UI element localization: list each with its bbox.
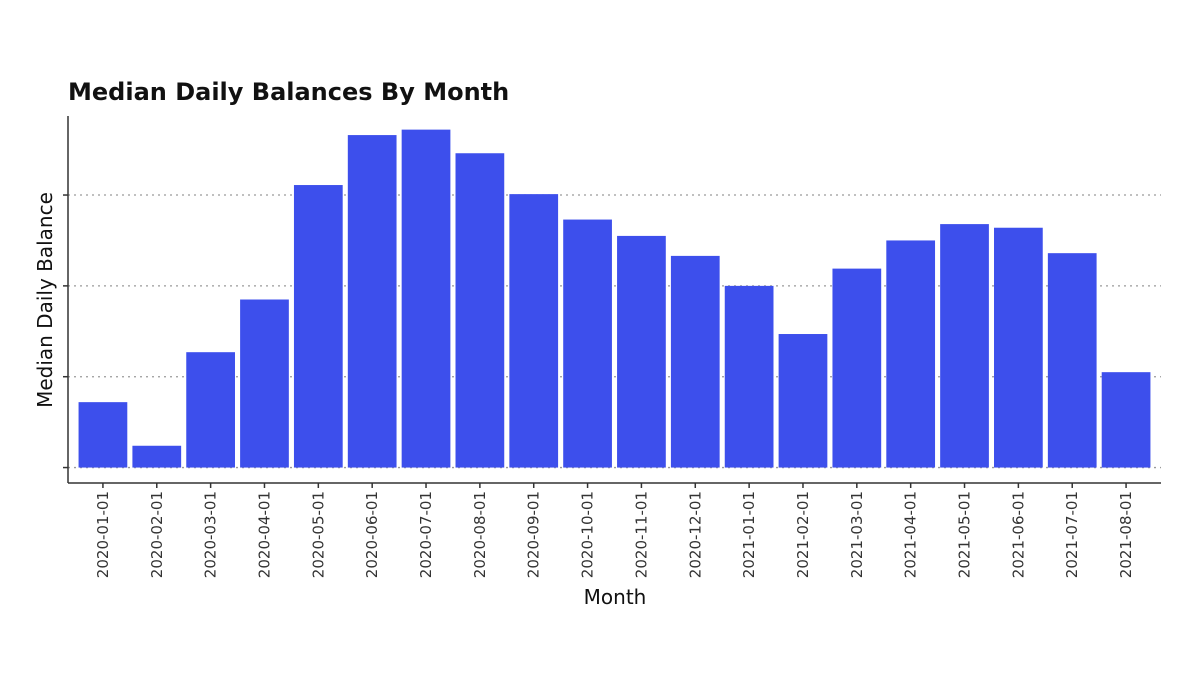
x-tick-label-2021-04-01: 2021-04-01 bbox=[902, 491, 920, 578]
bar-2020-06-01 bbox=[347, 135, 397, 468]
bar-2020-02-01 bbox=[132, 445, 182, 468]
x-tick-label-2021-07-01: 2021-07-01 bbox=[1063, 491, 1081, 578]
x-tick-label-2020-03-01: 2020-03-01 bbox=[202, 491, 220, 578]
x-tick-label-2020-12-01: 2020-12-01 bbox=[686, 491, 704, 578]
bar-2021-02-01 bbox=[778, 334, 828, 468]
y-axis-label: Median Daily Balance bbox=[33, 192, 57, 408]
x-tick-label-2021-08-01: 2021-08-01 bbox=[1117, 491, 1135, 578]
chart-title: Median Daily Balances By Month bbox=[68, 78, 509, 106]
bar-2020-07-01 bbox=[401, 129, 451, 468]
x-tick-label-2021-06-01: 2021-06-01 bbox=[1009, 491, 1027, 578]
bar-2020-12-01 bbox=[670, 255, 720, 468]
x-tick-label-2021-01-01: 2021-01-01 bbox=[740, 491, 758, 578]
x-tick-label-2020-08-01: 2020-08-01 bbox=[471, 491, 489, 578]
x-axis-label: Month bbox=[584, 585, 647, 609]
x-tick-label-2020-11-01: 2020-11-01 bbox=[632, 491, 650, 578]
x-tick-label-2020-07-01: 2020-07-01 bbox=[417, 491, 435, 578]
axes bbox=[63, 116, 1161, 488]
bar-2020-03-01 bbox=[186, 352, 235, 468]
bar-2021-04-01 bbox=[886, 240, 936, 468]
bar-2021-05-01 bbox=[940, 224, 989, 468]
x-tick-label-2021-02-01: 2021-02-01 bbox=[794, 491, 812, 578]
x-tick-label-2020-02-01: 2020-02-01 bbox=[148, 491, 166, 578]
x-tick-label-2020-06-01: 2020-06-01 bbox=[363, 491, 381, 578]
x-tick-label-2020-01-01: 2020-01-01 bbox=[94, 491, 112, 578]
x-tick-label-2021-03-01: 2021-03-01 bbox=[848, 491, 866, 578]
x-tick-label-2021-05-01: 2021-05-01 bbox=[956, 491, 974, 578]
x-tick-label-2020-05-01: 2020-05-01 bbox=[309, 491, 327, 578]
bar-2020-09-01 bbox=[509, 194, 559, 468]
bar-2021-06-01 bbox=[994, 227, 1043, 468]
x-tick-label-2020-10-01: 2020-10-01 bbox=[579, 491, 597, 578]
x-tick-label-2020-09-01: 2020-09-01 bbox=[525, 491, 543, 578]
bar-2020-01-01 bbox=[78, 402, 128, 468]
bar-2020-08-01 bbox=[455, 153, 505, 468]
bar-2020-10-01 bbox=[563, 219, 612, 468]
bar-2020-11-01 bbox=[617, 235, 666, 468]
x-tick-labels: 2020-01-01 2020-02-01 2020-03-01 2020-04-01… bbox=[94, 491, 1135, 578]
bar-2021-08-01 bbox=[1101, 372, 1151, 468]
gridlines bbox=[68, 194, 1161, 469]
bar-2020-04-01 bbox=[240, 299, 289, 468]
x-tick-label-2020-04-01: 2020-04-01 bbox=[255, 491, 273, 578]
bars bbox=[78, 129, 1151, 468]
bar-2021-07-01 bbox=[1047, 253, 1097, 468]
bar-2021-01-01 bbox=[724, 285, 774, 468]
bar-2020-05-01 bbox=[293, 185, 343, 468]
bar-2021-03-01 bbox=[832, 268, 882, 468]
